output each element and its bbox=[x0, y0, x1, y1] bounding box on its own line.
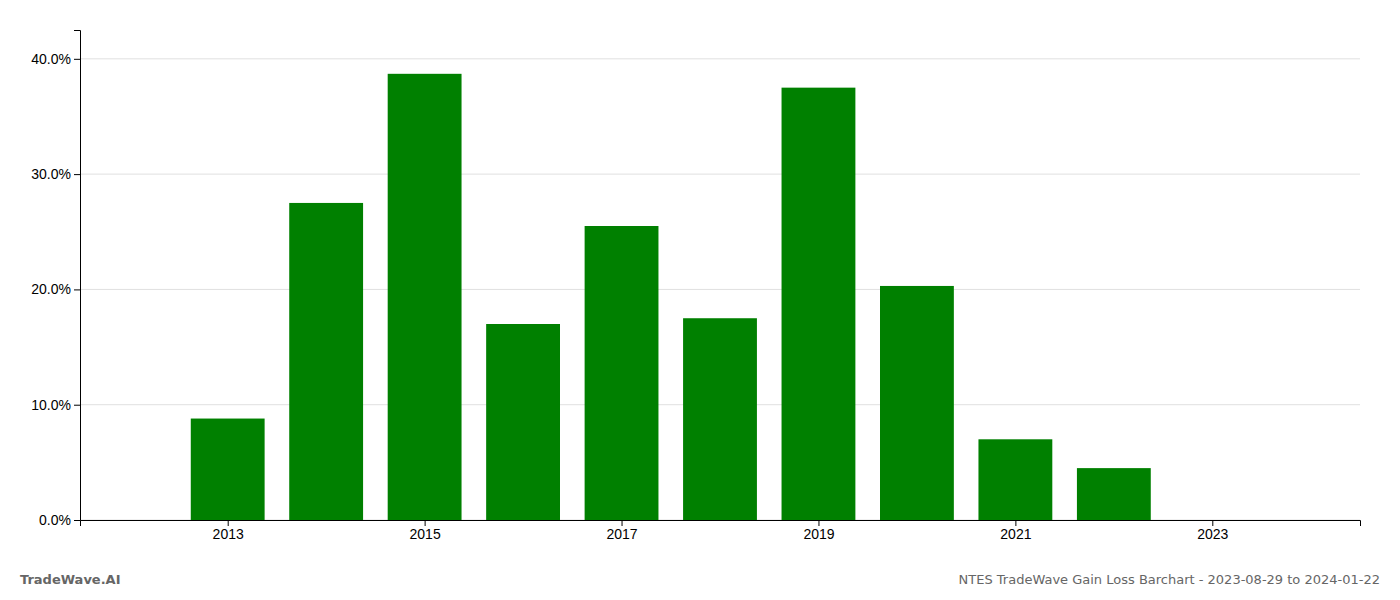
y-tick-label: 0.0% bbox=[39, 512, 71, 528]
annotation: TradeWave.AI bbox=[20, 572, 121, 587]
x-tick-label: 2023 bbox=[1197, 526, 1228, 542]
bar bbox=[486, 324, 560, 520]
y-tick: 30.0% bbox=[31, 166, 80, 182]
grid bbox=[80, 59, 1360, 520]
bar bbox=[880, 286, 954, 520]
bar bbox=[388, 74, 462, 520]
y-tick-label: 10.0% bbox=[31, 397, 71, 413]
bar bbox=[978, 439, 1052, 520]
x-tick: 2017 bbox=[606, 520, 637, 542]
y-tick: 20.0% bbox=[31, 281, 80, 297]
y-axis-line bbox=[74, 31, 81, 521]
x-tick: 2013 bbox=[213, 520, 244, 542]
y-tick: 40.0% bbox=[31, 51, 80, 67]
annotation: NTES TradeWave Gain Loss Barchart - 2023… bbox=[959, 572, 1380, 587]
x-tick-label: 2015 bbox=[410, 526, 441, 542]
bar bbox=[1175, 520, 1249, 521]
x-tick: 2023 bbox=[1197, 520, 1228, 542]
y-tick-mark bbox=[74, 174, 80, 175]
y-axis: 0.0% 10.0% 20.0% 30.0% 40.0% bbox=[31, 31, 80, 528]
y-tick-label: 20.0% bbox=[31, 281, 71, 297]
bar bbox=[683, 318, 757, 520]
grid-line bbox=[80, 174, 1360, 175]
x-tick-label: 2017 bbox=[606, 526, 637, 542]
bar bbox=[289, 203, 363, 520]
x-axis: 2013 2015 2017 2019 2021 2023 bbox=[81, 520, 1361, 542]
y-tick-mark bbox=[74, 59, 80, 60]
chart: 2013 2015 2017 2019 2021 2023 0.0% 10.0% 20.0% 30… bbox=[0, 0, 1400, 600]
y-tick-label: 30.0% bbox=[31, 166, 71, 182]
x-axis-line bbox=[81, 521, 1361, 527]
bar bbox=[191, 419, 265, 520]
x-tick: 2021 bbox=[1000, 520, 1031, 542]
y-tick: 10.0% bbox=[31, 397, 80, 413]
bar bbox=[1077, 468, 1151, 520]
y-tick-mark bbox=[74, 289, 80, 290]
x-tick-label: 2021 bbox=[1000, 526, 1031, 542]
x-tick: 2019 bbox=[803, 520, 834, 542]
x-tick: 2015 bbox=[410, 520, 441, 542]
x-tick-label: 2013 bbox=[213, 526, 244, 542]
y-tick-label: 40.0% bbox=[31, 51, 71, 67]
bar bbox=[585, 226, 659, 520]
y-tick-mark bbox=[74, 405, 80, 406]
y-tick-mark bbox=[74, 520, 80, 521]
grid-line bbox=[80, 58, 1360, 59]
y-tick: 0.0% bbox=[39, 512, 80, 528]
bar bbox=[782, 88, 856, 520]
bars bbox=[191, 74, 1151, 520]
x-tick-label: 2019 bbox=[803, 526, 834, 542]
footer: TradeWave.AI NTES TradeWave Gain Loss Bar… bbox=[20, 572, 1380, 587]
plot-area: 2013 2015 2017 2019 2021 2023 0.0% 10.0% 20.0% 30… bbox=[31, 31, 1360, 542]
grid-line bbox=[80, 289, 1360, 290]
